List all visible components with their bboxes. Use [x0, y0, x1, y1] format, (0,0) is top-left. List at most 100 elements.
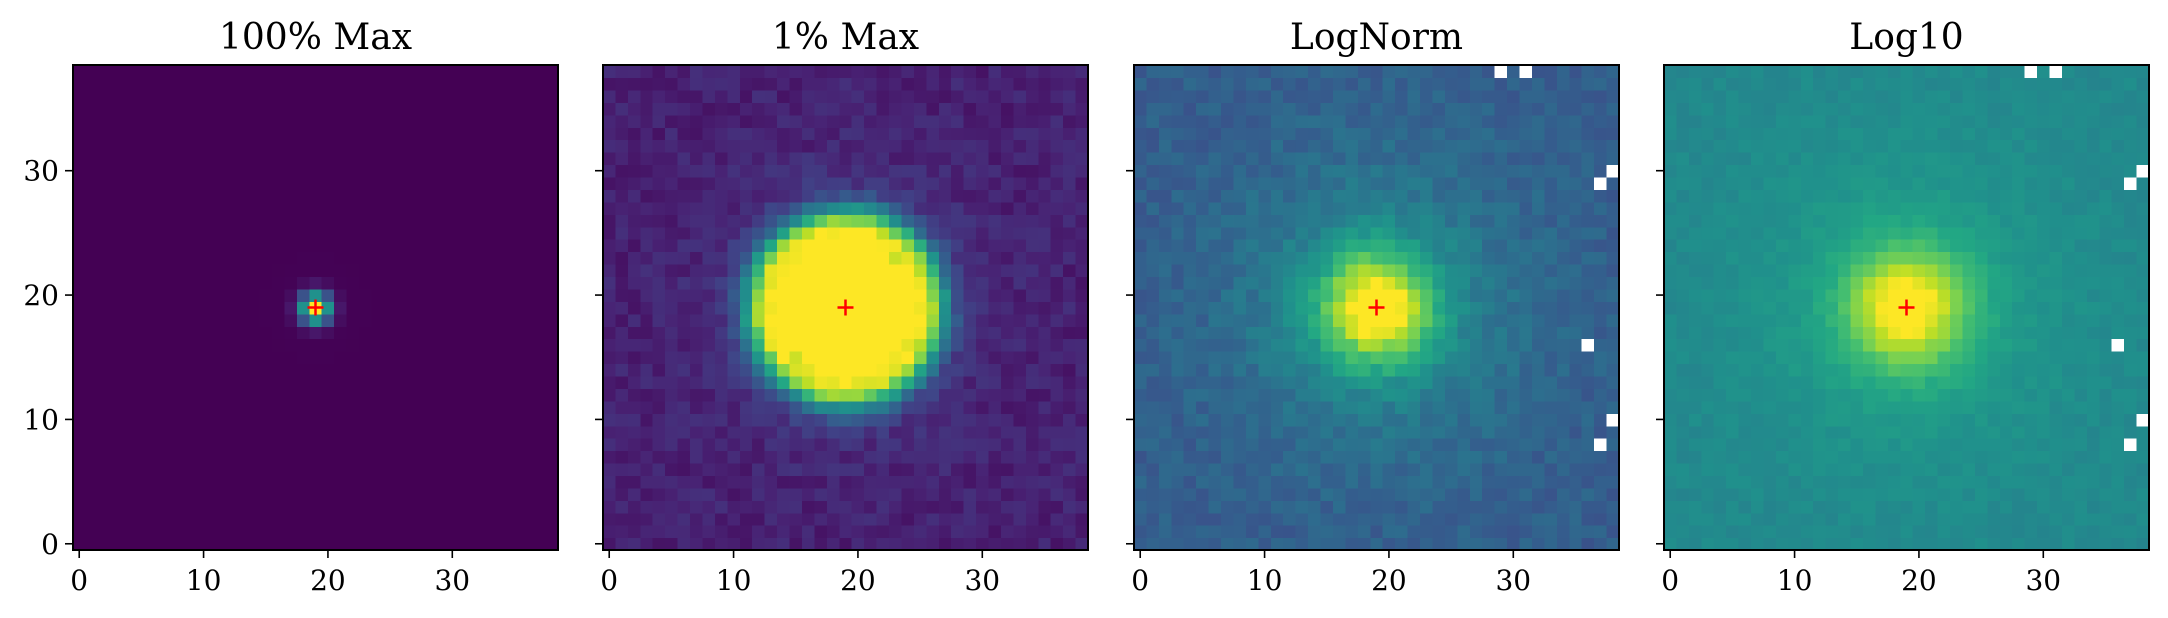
- heatmap-cell: [926, 500, 940, 514]
- heatmap-cell: [889, 525, 903, 539]
- heatmap-cell: [814, 425, 828, 439]
- heatmap-cell: [1183, 152, 1197, 166]
- heatmap-cell: [1569, 77, 1583, 91]
- heatmap-cell: [1171, 413, 1185, 427]
- heatmap-cell: [1270, 77, 1284, 91]
- heatmap-cell: [1183, 77, 1197, 91]
- heatmap-cell: [1838, 425, 1852, 439]
- heatmap-cell: [801, 375, 816, 389]
- heatmap-cell: [1270, 201, 1284, 215]
- heatmap-cell: [85, 363, 99, 377]
- heatmap-cell: [222, 114, 236, 128]
- heatmap-cell: [640, 65, 654, 79]
- heatmap-cell: [851, 487, 865, 501]
- heatmap-cell: [184, 313, 198, 327]
- heatmap-cell: [714, 127, 728, 141]
- heatmap-cell: [603, 475, 617, 489]
- heatmap-cell: [1233, 226, 1247, 240]
- heatmap-cell: [1332, 214, 1347, 228]
- heatmap-cell: [470, 251, 484, 265]
- heatmap-cell: [1245, 351, 1259, 365]
- heatmap-cell: [739, 425, 753, 439]
- heatmap-cell: [1494, 127, 1508, 141]
- heatmap-cell: [752, 89, 766, 103]
- heatmap-cell: [334, 301, 348, 315]
- heatmap-cell: [122, 500, 136, 514]
- heatmap-cell: [1345, 338, 1359, 352]
- heatmap-cell: [483, 388, 497, 402]
- heatmap-cell: [371, 487, 385, 501]
- heatmap-cell: [135, 276, 149, 290]
- heatmap-cell: [1701, 537, 1715, 551]
- heatmap-cell: [495, 263, 509, 278]
- heatmap-cell: [1025, 363, 1039, 377]
- heatmap-cell: [209, 487, 223, 501]
- heatmap-cell: [135, 462, 149, 476]
- heatmap-cell: [458, 512, 472, 526]
- heatmap-cell: [652, 462, 666, 476]
- heatmap-cell: [652, 251, 666, 265]
- heatmap-cell: [603, 226, 617, 240]
- heatmap-cell: [1370, 388, 1384, 402]
- heatmap-cell: [160, 263, 174, 278]
- heatmap-cell: [1283, 214, 1297, 228]
- heatmap-cell: [508, 288, 522, 302]
- heatmap-cell: [901, 201, 915, 215]
- heatmap-cell: [1751, 487, 1765, 501]
- heatmap-cell: [889, 400, 903, 414]
- heatmap-cell: [296, 363, 310, 377]
- heatmap-cell: [864, 326, 878, 340]
- heatmap-cell: [1196, 475, 1210, 489]
- heatmap-cell: [1320, 537, 1334, 551]
- heatmap-cell: [1370, 201, 1384, 215]
- heatmap-cell: [1000, 438, 1014, 452]
- heatmap-cell: [470, 375, 484, 389]
- heatmap-cell: [1444, 251, 1458, 265]
- heatmap-cell: [789, 313, 803, 327]
- x-tick-label: 30: [964, 564, 1000, 597]
- heatmap-cell: [495, 388, 509, 402]
- heatmap-cell: [1444, 500, 1458, 514]
- heatmap-cell: [702, 462, 716, 476]
- heatmap-cell: [1283, 152, 1297, 166]
- heatmap-cell: [1063, 438, 1077, 452]
- heatmap-cell: [1183, 375, 1197, 389]
- heatmap-cell: [1875, 537, 1889, 551]
- heatmap-cell: [826, 313, 840, 327]
- heatmap-cell: [1183, 114, 1197, 128]
- heatmap-cell: [1962, 525, 1976, 539]
- heatmap-cell: [408, 176, 422, 190]
- heatmap-cell: [1332, 127, 1347, 141]
- heatmap-cell: [739, 176, 753, 190]
- heatmap-cell: [1713, 537, 1727, 551]
- heatmap-cell: [976, 276, 990, 290]
- heatmap-cell: [359, 313, 373, 327]
- heatmap-cell: [97, 338, 111, 352]
- heatmap-cell: [901, 413, 915, 427]
- heatmap-cell: [714, 276, 728, 290]
- heatmap-cell: [396, 214, 410, 228]
- heatmap-cell: [926, 375, 940, 389]
- heatmap-cell: [652, 127, 666, 141]
- heatmap-cell: [2099, 475, 2113, 489]
- heatmap-cell: [1531, 388, 1545, 402]
- heatmap-cell: [1283, 400, 1297, 414]
- heatmap-cell: [1038, 152, 1052, 166]
- heatmap-cell: [976, 438, 990, 452]
- heatmap-cell: [1038, 351, 1052, 365]
- heatmap-cells: [1664, 65, 2150, 551]
- heatmap-cell: [458, 487, 472, 501]
- heatmap-cell: [1987, 462, 2001, 476]
- heatmap-cell: [383, 226, 397, 240]
- heatmap-cell: [1594, 400, 1608, 414]
- heatmap-cell: [1407, 102, 1421, 116]
- heatmap-cell: [1494, 400, 1508, 414]
- heatmap-cell: [1569, 65, 1583, 79]
- heatmap-cell: [976, 475, 990, 489]
- heatmap-cell: [665, 214, 679, 228]
- heatmap-cell: [677, 438, 691, 452]
- heatmap-cell: [383, 251, 397, 265]
- heatmap-cell: [1581, 487, 1595, 501]
- heatmap-cell: [309, 500, 323, 514]
